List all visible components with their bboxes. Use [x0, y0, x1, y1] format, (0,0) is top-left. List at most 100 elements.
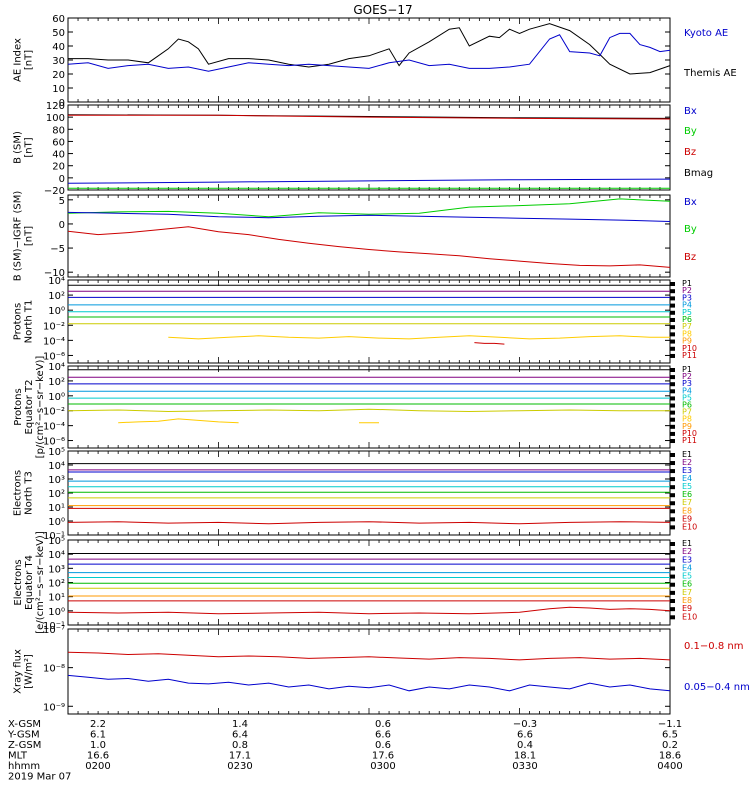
series-line-kyoto-ae [67, 32, 671, 72]
footer-value: 17.6 [372, 751, 394, 762]
legend-entry: Bz [684, 147, 696, 158]
footer-value: 6.1 [90, 730, 106, 741]
panel-8: 10⁻⁷ 10⁻⁸ 10⁻⁹ Xray flux [W/m²] 0.1−0.8 nm 0.0… [13, 625, 750, 715]
legend-entry: P10 [682, 344, 697, 353]
y-axis-label: AE Index [13, 38, 24, 82]
legend-marker [670, 339, 675, 344]
legend-marker [670, 424, 675, 429]
y-tick-label: 10⁰ [48, 306, 65, 317]
legend-entry: P7 [682, 408, 692, 417]
series-line-e10 [67, 521, 671, 525]
legend-entry: P6 [682, 315, 692, 324]
footer-value: 6.6 [517, 730, 533, 741]
legend-entry: P11 [682, 436, 697, 445]
y-axis-label: [nT] [24, 137, 35, 157]
footer-value: 18.6 [659, 751, 681, 762]
legend-marker [670, 431, 675, 436]
legend-marker [670, 509, 675, 514]
legend-marker [670, 396, 675, 401]
footer-value: 0.6 [375, 740, 391, 751]
legend-entry: E4 [682, 474, 692, 483]
footer-value: 2.2 [90, 719, 106, 730]
panel-frame [67, 17, 671, 103]
y-tick-label: 10⁰ [48, 517, 65, 528]
panel-4: 10⁴ 10² 10⁰ 10⁻² 10⁻⁴ 10⁻⁶ Protons North T1 P1P2… [13, 276, 697, 364]
footer-value: 0400 [657, 761, 682, 772]
y-tick-label: 10¹ [48, 593, 65, 604]
series-line-p7 [67, 408, 670, 413]
legend: Bx By Bz [684, 197, 697, 263]
legend: 0.1−0.8 nm 0.05−0.4 nm [684, 641, 750, 693]
legend-entry: P7 [682, 322, 692, 331]
y-axis-label: Equator T2 [24, 380, 35, 435]
legend-marker [670, 493, 675, 498]
legend-marker [670, 517, 675, 522]
footer-group: X-GSM 2.2 1.4 0.6 −0.3 −1.1 Y-GSM 6.1 6.4 6.6 6.6 6… [7, 719, 683, 783]
panel-3: −10 −5 0 5 B (SM)−IGRF (SM) [nT] Bx By Bz [13, 191, 697, 282]
legend-entry: Bx [684, 197, 697, 208]
legend-entry: E4 [682, 563, 692, 572]
y-axis-label: B (SM) [13, 131, 24, 164]
footer-value: 18.1 [514, 751, 536, 762]
legend-entry: E7 [682, 588, 692, 597]
legend-marker [670, 461, 675, 466]
y-tick-label: 10² [48, 377, 65, 388]
y-tick-label: 60 [52, 137, 65, 148]
footer-value: 0.8 [232, 740, 248, 751]
footer-value: 6.6 [375, 730, 391, 741]
legend-entry: E8 [682, 596, 692, 605]
y-tick-label: 10⁻⁷ [43, 625, 65, 636]
y-tick-label: 10⁻¹ [43, 531, 65, 542]
y-tick-label: 10⁻⁴ [43, 336, 65, 347]
legend-entry: E3 [682, 555, 692, 564]
y-axis-label: Equator T4 [24, 555, 35, 610]
y-tick-label: 10⁻⁸ [43, 664, 65, 675]
series-line-p10 [474, 342, 505, 345]
legend-entry: E9 [682, 604, 692, 613]
legend-marker [670, 317, 675, 322]
y-axis-label: [nT] [24, 50, 35, 70]
footer-value: 0200 [85, 761, 110, 772]
footer-row-label: hhmm [8, 761, 40, 772]
y-tick-label: 0 [59, 98, 65, 109]
y-tick-label: 10⁻⁶ [43, 437, 65, 448]
legend-entry: Bz [684, 252, 696, 263]
y-axis-label: [p/(cm²−s−sr−keV)] [35, 356, 46, 459]
legend-entry: P4 [682, 386, 692, 395]
legend-marker [670, 477, 675, 482]
y-tick-label: 10⁴ [48, 461, 65, 472]
legend-entry: P3 [682, 379, 692, 388]
series-line-bx [67, 178, 671, 184]
legend-marker [670, 615, 675, 620]
legend-marker [670, 346, 675, 351]
legend-entry: By [684, 126, 697, 137]
legend-marker [670, 453, 675, 457]
legend-marker [670, 469, 675, 474]
series-line-e10 [67, 606, 671, 615]
footer-value: 6.5 [662, 730, 678, 741]
legend-entry: P5 [682, 393, 692, 402]
footer-value: 0.2 [662, 740, 678, 751]
legend-marker [670, 550, 675, 555]
y-axis-label: Electrons [13, 470, 24, 516]
legend-entry: P10 [682, 429, 697, 438]
y-tick-label: 20 [52, 162, 65, 173]
y-axis-label: North T3 [24, 471, 35, 515]
panel-1: 0 10 20 30 40 50 60 AE Index [nT] Kyoto AE Themis … [13, 14, 737, 109]
legend-entry: E1 [682, 450, 692, 459]
series-line-0-1-0-8-nm [67, 651, 671, 661]
footer-value: 0.6 [375, 719, 391, 730]
legend-entry: E2 [682, 458, 692, 467]
legend-entry: 0.05−0.4 nm [684, 682, 750, 693]
legend-marker [670, 574, 675, 579]
legend-marker [670, 289, 675, 294]
y-tick-label: 120 [46, 101, 65, 112]
legend-entry: E3 [682, 466, 692, 475]
legend-marker [670, 368, 675, 372]
y-tick-label: 60 [52, 14, 65, 25]
footer-value: 0300 [370, 761, 395, 772]
footer-row-label: Y-GSM [7, 730, 40, 741]
